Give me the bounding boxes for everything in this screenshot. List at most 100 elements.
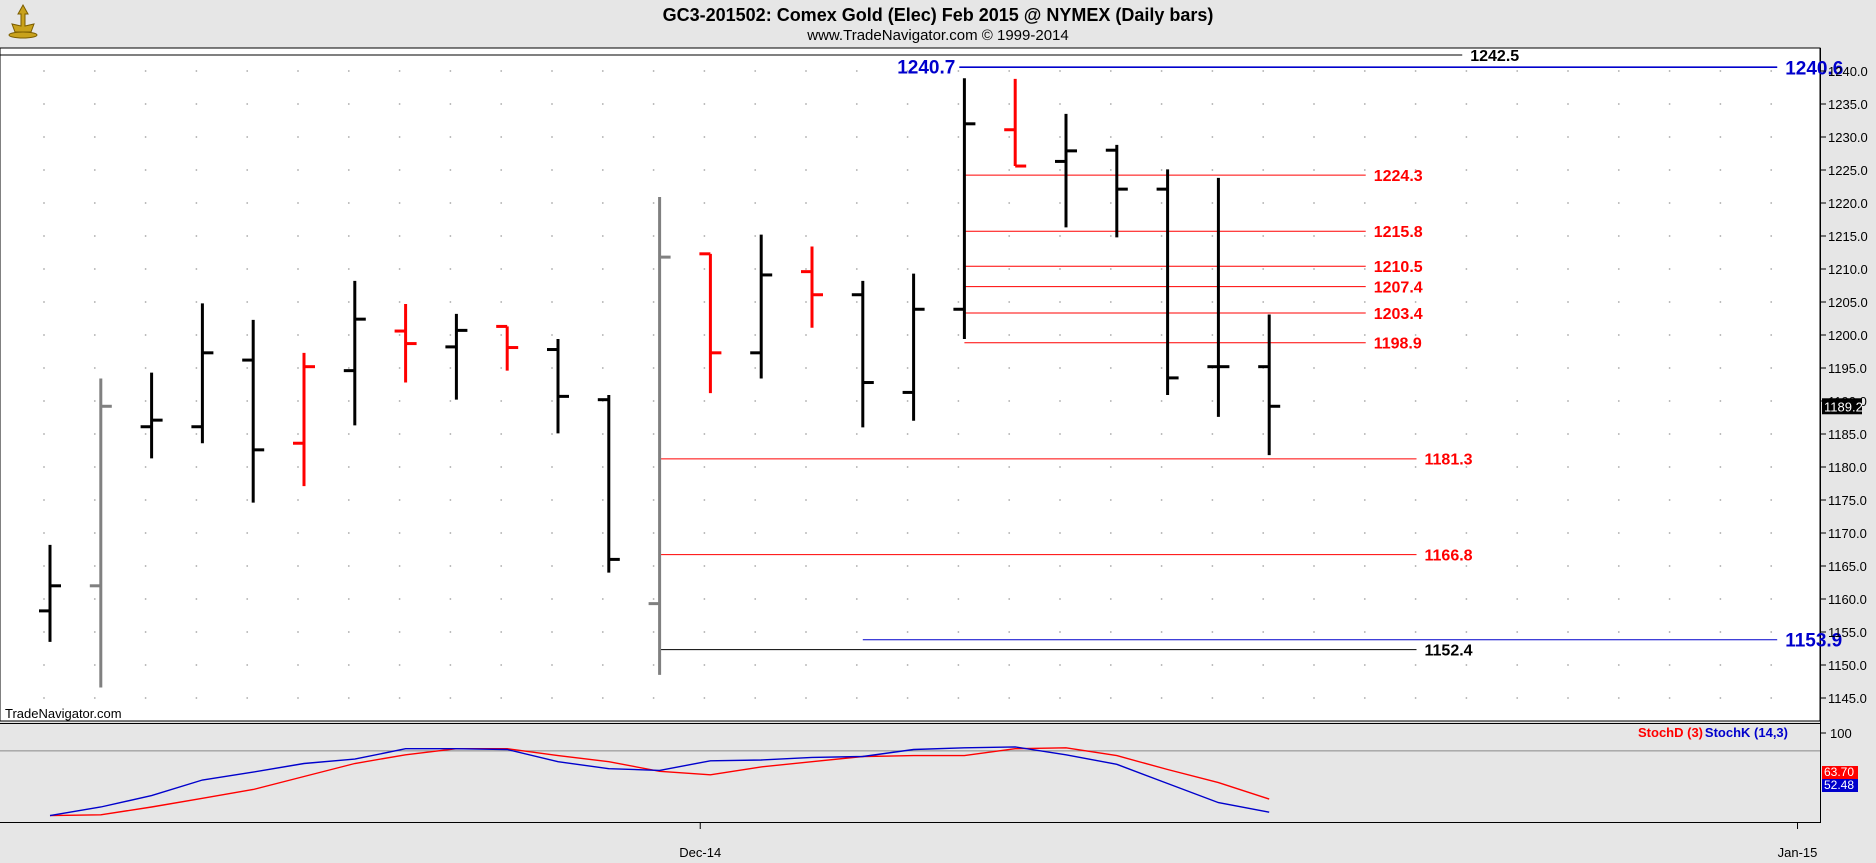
grid-dot: [703, 532, 706, 534]
grid-dot: [551, 301, 553, 303]
grid-dot: [1363, 235, 1366, 237]
grid-dot: [1617, 301, 1620, 303]
y-tick-label: 1215.0: [1828, 229, 1868, 244]
grid-dot: [601, 433, 604, 435]
grid-dot: [347, 631, 350, 633]
grid-dot: [1160, 367, 1163, 369]
grid-dot: [195, 466, 198, 468]
grid-dot: [1465, 268, 1468, 270]
grid-dot: [703, 664, 706, 666]
grid-dot: [1414, 499, 1417, 501]
level-label-1152.4: 1152.4: [1425, 642, 1473, 659]
y-tick-label: 1185.0: [1828, 427, 1867, 442]
grid-dot: [1668, 367, 1671, 369]
grid-dot: [1211, 235, 1214, 237]
grid-dot: [297, 565, 299, 567]
grid-dot: [246, 565, 249, 567]
grid-dot: [1059, 532, 1061, 534]
grid-dot: [1160, 598, 1163, 600]
grid-dot: [1617, 532, 1620, 534]
grid-dot: [1059, 169, 1061, 171]
grid-dot: [754, 433, 757, 435]
grid-dot: [398, 301, 401, 303]
grid-dot: [855, 367, 858, 369]
grid-dot: [1008, 400, 1011, 402]
grid-dot: [1567, 598, 1569, 600]
grid-dot: [144, 268, 147, 270]
stoch-line-k: [49, 746, 1270, 817]
grid-dot: [1770, 664, 1773, 666]
grid-dot: [855, 697, 858, 699]
grid-dot: [1617, 664, 1620, 666]
grid-dot: [347, 664, 350, 666]
grid-dot: [449, 499, 452, 501]
grid-dot: [1262, 103, 1265, 105]
grid-dot: [1008, 631, 1011, 633]
grid-dot: [1262, 268, 1265, 270]
grid-dot: [601, 466, 604, 468]
grid-dot: [1719, 367, 1722, 369]
ohlc-bar: [496, 324, 519, 371]
grid-dot: [43, 202, 45, 204]
y-tick-label: 1175.0: [1828, 493, 1867, 508]
grid-dot: [1465, 565, 1468, 567]
level-label-1181.3: 1181.3: [1425, 452, 1473, 469]
grid-dot: [1668, 499, 1671, 501]
grid-dot: [1719, 136, 1722, 138]
grid-dot: [1567, 400, 1569, 402]
grid-dot: [1160, 532, 1163, 534]
grid-dot: [1211, 664, 1214, 666]
grid-dot: [449, 631, 452, 633]
grid-dot: [703, 169, 706, 171]
y-tick-label: 1235.0: [1828, 97, 1868, 112]
grid-dot: [1363, 499, 1366, 501]
grid-dot: [1211, 169, 1214, 171]
grid-dot: [1465, 334, 1468, 336]
grid-dot: [754, 235, 757, 237]
grid-dot: [144, 499, 147, 501]
grid-dot: [144, 400, 147, 402]
grid-dot: [855, 301, 858, 303]
grid-dot: [500, 169, 503, 171]
grid-dot: [805, 202, 807, 204]
grid-dot: [347, 466, 350, 468]
grid-dot: [1770, 400, 1773, 402]
grid-dot: [398, 367, 401, 369]
grid-dot: [1363, 631, 1366, 633]
grid-dot: [957, 301, 960, 303]
grid-dot: [1160, 499, 1163, 501]
y-tick-label: 1210.0: [1828, 262, 1868, 277]
grid-dot: [195, 301, 198, 303]
grid-dot: [1719, 70, 1722, 72]
grid-dot: [1617, 70, 1620, 72]
grid-dot: [652, 664, 655, 666]
grid-dot: [1262, 400, 1265, 402]
grid-dot: [957, 202, 960, 204]
grid-dot: [43, 301, 45, 303]
grid-dot: [1465, 532, 1468, 534]
grid-dot: [754, 136, 757, 138]
grid-dot: [1617, 499, 1620, 501]
grid-dot: [1516, 433, 1519, 435]
grid-dot: [1668, 598, 1671, 600]
grid-dot: [93, 631, 96, 633]
grid-dot: [601, 532, 604, 534]
grid-dot: [1059, 136, 1061, 138]
ohlc-bar: [1004, 78, 1027, 168]
grid-dot: [347, 268, 350, 270]
grid-dot: [1668, 268, 1671, 270]
grid-dot: [1516, 466, 1519, 468]
grid-dot: [1465, 433, 1468, 435]
grid-dot: [246, 367, 249, 369]
grid-dot: [500, 631, 503, 633]
grid-dot: [1668, 235, 1671, 237]
grid-dot: [1719, 532, 1722, 534]
level-label-1153.9: 1153.9: [1785, 631, 1842, 652]
grid-dot: [1770, 532, 1773, 534]
grid-dot: [1211, 301, 1214, 303]
price-panel-background: [0, 47, 1821, 722]
grid-dot: [1668, 334, 1671, 336]
grid-dot: [1160, 103, 1163, 105]
grid-dot: [652, 268, 655, 270]
grid-dot: [1313, 433, 1315, 435]
